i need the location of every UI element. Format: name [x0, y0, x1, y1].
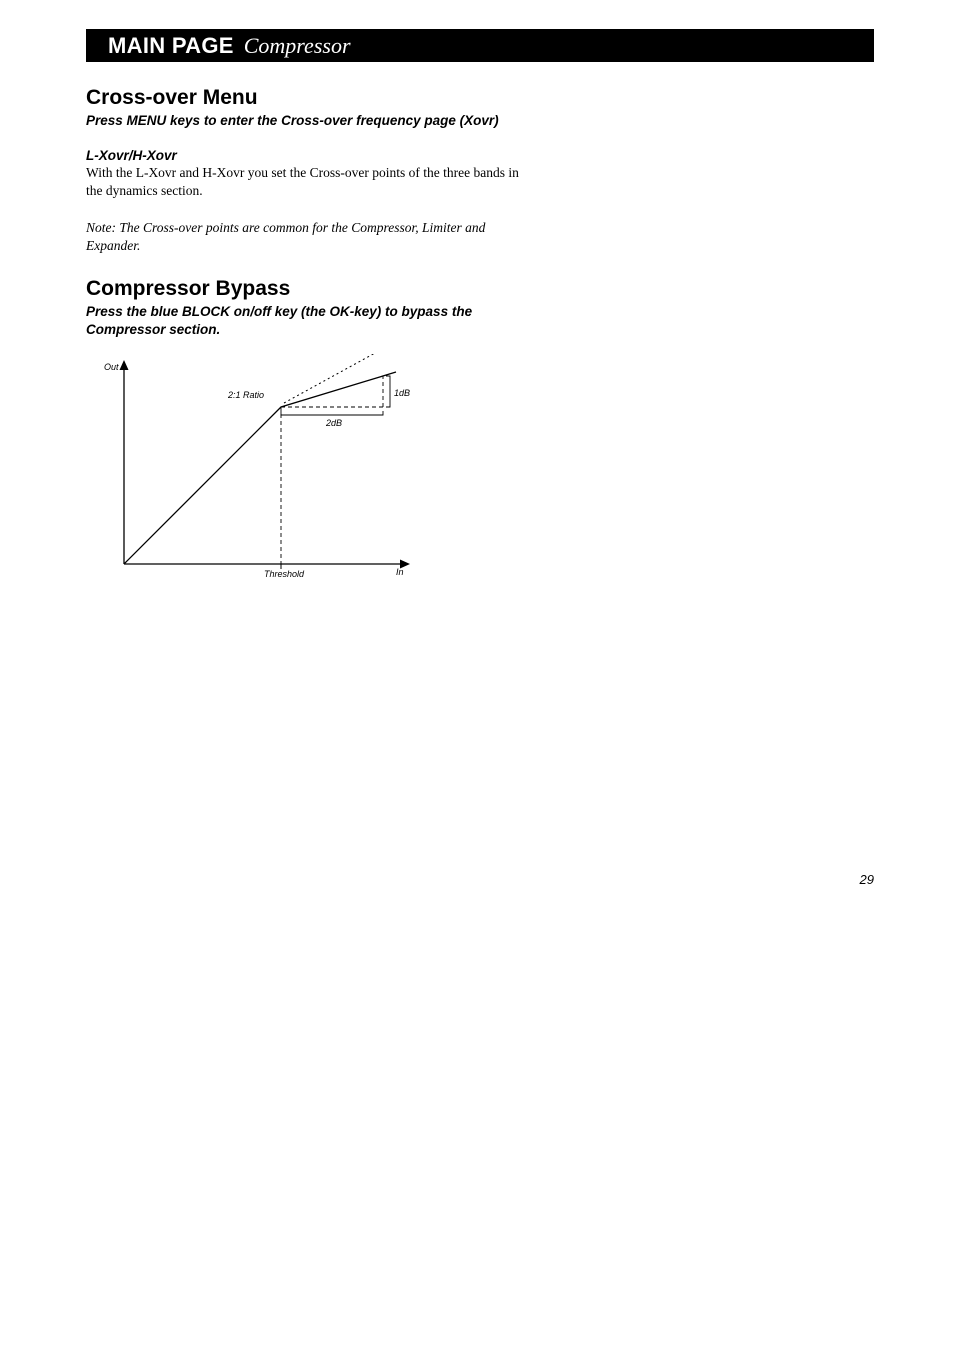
- header-main-text: MAIN PAGE: [108, 33, 234, 59]
- section1-para-body: With the L-Xovr and H-Xovr you set the C…: [86, 164, 526, 200]
- section1-subtitle: Press MENU keys to enter the Cross-over …: [86, 112, 526, 130]
- page-number: 29: [860, 872, 874, 887]
- content-area: Cross-over Menu Press MENU keys to enter…: [86, 86, 526, 358]
- diagram-threshold-label: Threshold: [264, 569, 305, 579]
- section1-title: Cross-over Menu: [86, 86, 526, 110]
- section1-para-title: L-Xovr/H-Xovr: [86, 148, 526, 163]
- section2-subtitle: Press the blue BLOCK on/off key (the OK-…: [86, 303, 526, 339]
- section1-note: Note: The Cross-over points are common f…: [86, 219, 526, 255]
- compressor-diagram: Out In Threshold 2:1 Ratio 1dB 2dB: [86, 354, 446, 594]
- diagram-out-label: Out: [104, 362, 119, 372]
- diagram-ratio-label: 2:1 Ratio: [227, 390, 264, 400]
- diagram-2db-label: 2dB: [325, 418, 342, 428]
- section2-title: Compressor Bypass: [86, 277, 526, 301]
- section2: Compressor Bypass Press the blue BLOCK o…: [86, 277, 526, 339]
- diagram-1db-label: 1dB: [394, 388, 410, 398]
- header-sub-text: Compressor: [244, 33, 351, 59]
- page-header: MAIN PAGE Compressor: [86, 29, 874, 62]
- diagram-in-label: In: [396, 567, 404, 577]
